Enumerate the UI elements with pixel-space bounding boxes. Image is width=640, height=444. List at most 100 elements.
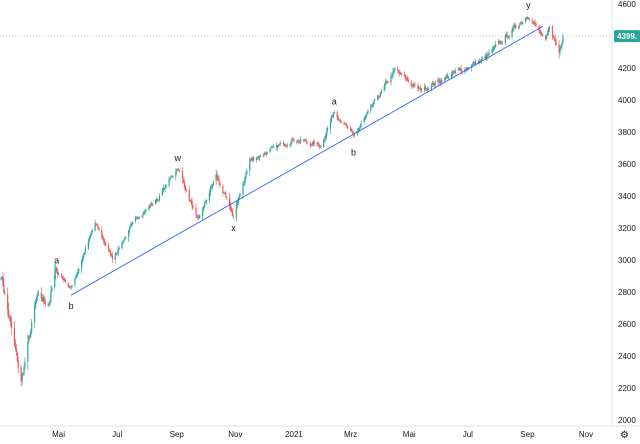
candle[interactable] (527, 17, 529, 20)
candle[interactable] (210, 184, 212, 191)
candle[interactable] (542, 33, 544, 37)
candle[interactable] (325, 133, 327, 142)
candle[interactable] (293, 138, 295, 143)
candle[interactable] (228, 192, 231, 210)
candle[interactable] (495, 40, 497, 48)
candle[interactable] (269, 148, 271, 154)
candle[interactable] (357, 127, 359, 133)
candle[interactable] (78, 266, 80, 274)
candle[interactable] (30, 328, 32, 338)
candle[interactable] (98, 226, 100, 232)
candle[interactable] (82, 252, 85, 261)
candle[interactable] (376, 95, 379, 101)
candle[interactable] (257, 155, 260, 161)
candle[interactable] (343, 121, 345, 126)
candle[interactable] (374, 97, 376, 105)
candle[interactable] (373, 100, 375, 108)
candle[interactable] (514, 22, 516, 29)
candle[interactable] (225, 190, 227, 198)
candle[interactable] (161, 187, 163, 197)
candle[interactable] (351, 128, 353, 133)
candle[interactable] (519, 22, 521, 29)
candle[interactable] (412, 81, 414, 89)
candle[interactable] (21, 371, 23, 385)
candle[interactable] (431, 80, 433, 87)
candle[interactable] (4, 289, 6, 296)
candle[interactable] (553, 35, 555, 42)
candle[interactable] (202, 207, 204, 221)
candle[interactable] (400, 72, 403, 77)
candle[interactable] (491, 49, 493, 54)
candle[interactable] (310, 143, 312, 147)
candle[interactable] (255, 156, 258, 163)
candle[interactable] (136, 216, 138, 220)
candle[interactable] (33, 301, 36, 329)
candle[interactable] (239, 193, 241, 197)
candle[interactable] (172, 174, 174, 179)
candle[interactable] (124, 236, 126, 241)
candle[interactable] (219, 180, 221, 189)
candle[interactable] (284, 143, 286, 148)
candle[interactable] (14, 339, 16, 352)
candle[interactable] (104, 238, 106, 247)
candle[interactable] (69, 285, 71, 289)
candle[interactable] (252, 156, 254, 162)
price-axis[interactable]: 4600440042004000380036003400320030002800… (618, 0, 636, 425)
candle[interactable] (217, 175, 219, 181)
candle[interactable] (103, 236, 105, 245)
candle[interactable] (63, 277, 65, 282)
candle[interactable] (97, 223, 99, 231)
candle[interactable] (507, 35, 509, 39)
candle[interactable] (513, 22, 515, 32)
candle[interactable] (51, 285, 53, 292)
candle[interactable] (141, 215, 143, 219)
candle[interactable] (465, 67, 467, 72)
candle[interactable] (379, 91, 382, 98)
candle[interactable] (512, 24, 514, 33)
candle[interactable] (346, 122, 348, 129)
candle[interactable] (175, 168, 177, 181)
candle[interactable] (451, 70, 454, 78)
candle[interactable] (94, 219, 96, 232)
candle[interactable] (192, 204, 194, 210)
candle[interactable] (472, 62, 474, 67)
candle[interactable] (71, 284, 73, 288)
candle[interactable] (511, 27, 513, 40)
candle[interactable] (493, 45, 495, 52)
candle[interactable] (534, 19, 536, 27)
candle[interactable] (319, 144, 321, 150)
candle[interactable] (118, 246, 120, 251)
candle[interactable] (505, 31, 507, 39)
candle[interactable] (508, 34, 510, 40)
candle[interactable] (360, 120, 362, 129)
candle[interactable] (326, 127, 328, 140)
candle[interactable] (164, 183, 166, 192)
candle[interactable] (291, 137, 293, 144)
candle[interactable] (399, 71, 402, 75)
candle[interactable] (525, 16, 528, 21)
candle[interactable] (420, 84, 422, 93)
candle[interactable] (224, 191, 226, 195)
candle[interactable] (528, 17, 530, 22)
candle[interactable] (165, 183, 167, 189)
candle[interactable] (117, 245, 119, 257)
candle[interactable] (60, 273, 63, 279)
candle[interactable] (271, 145, 273, 149)
candle[interactable] (54, 264, 56, 291)
candle[interactable] (541, 31, 543, 37)
candle[interactable] (391, 74, 393, 78)
candle[interactable] (215, 169, 217, 185)
candle[interactable] (481, 56, 483, 61)
candle[interactable] (405, 76, 407, 81)
candle[interactable] (198, 215, 200, 220)
candle[interactable] (417, 82, 419, 91)
candle[interactable] (128, 229, 130, 243)
candle[interactable] (110, 252, 113, 257)
candle[interactable] (378, 95, 381, 99)
candle[interactable] (559, 45, 561, 56)
candle[interactable] (459, 67, 461, 71)
candle[interactable] (36, 291, 39, 301)
candle[interactable] (114, 252, 116, 264)
candle[interactable] (270, 146, 272, 151)
candle[interactable] (134, 215, 137, 224)
